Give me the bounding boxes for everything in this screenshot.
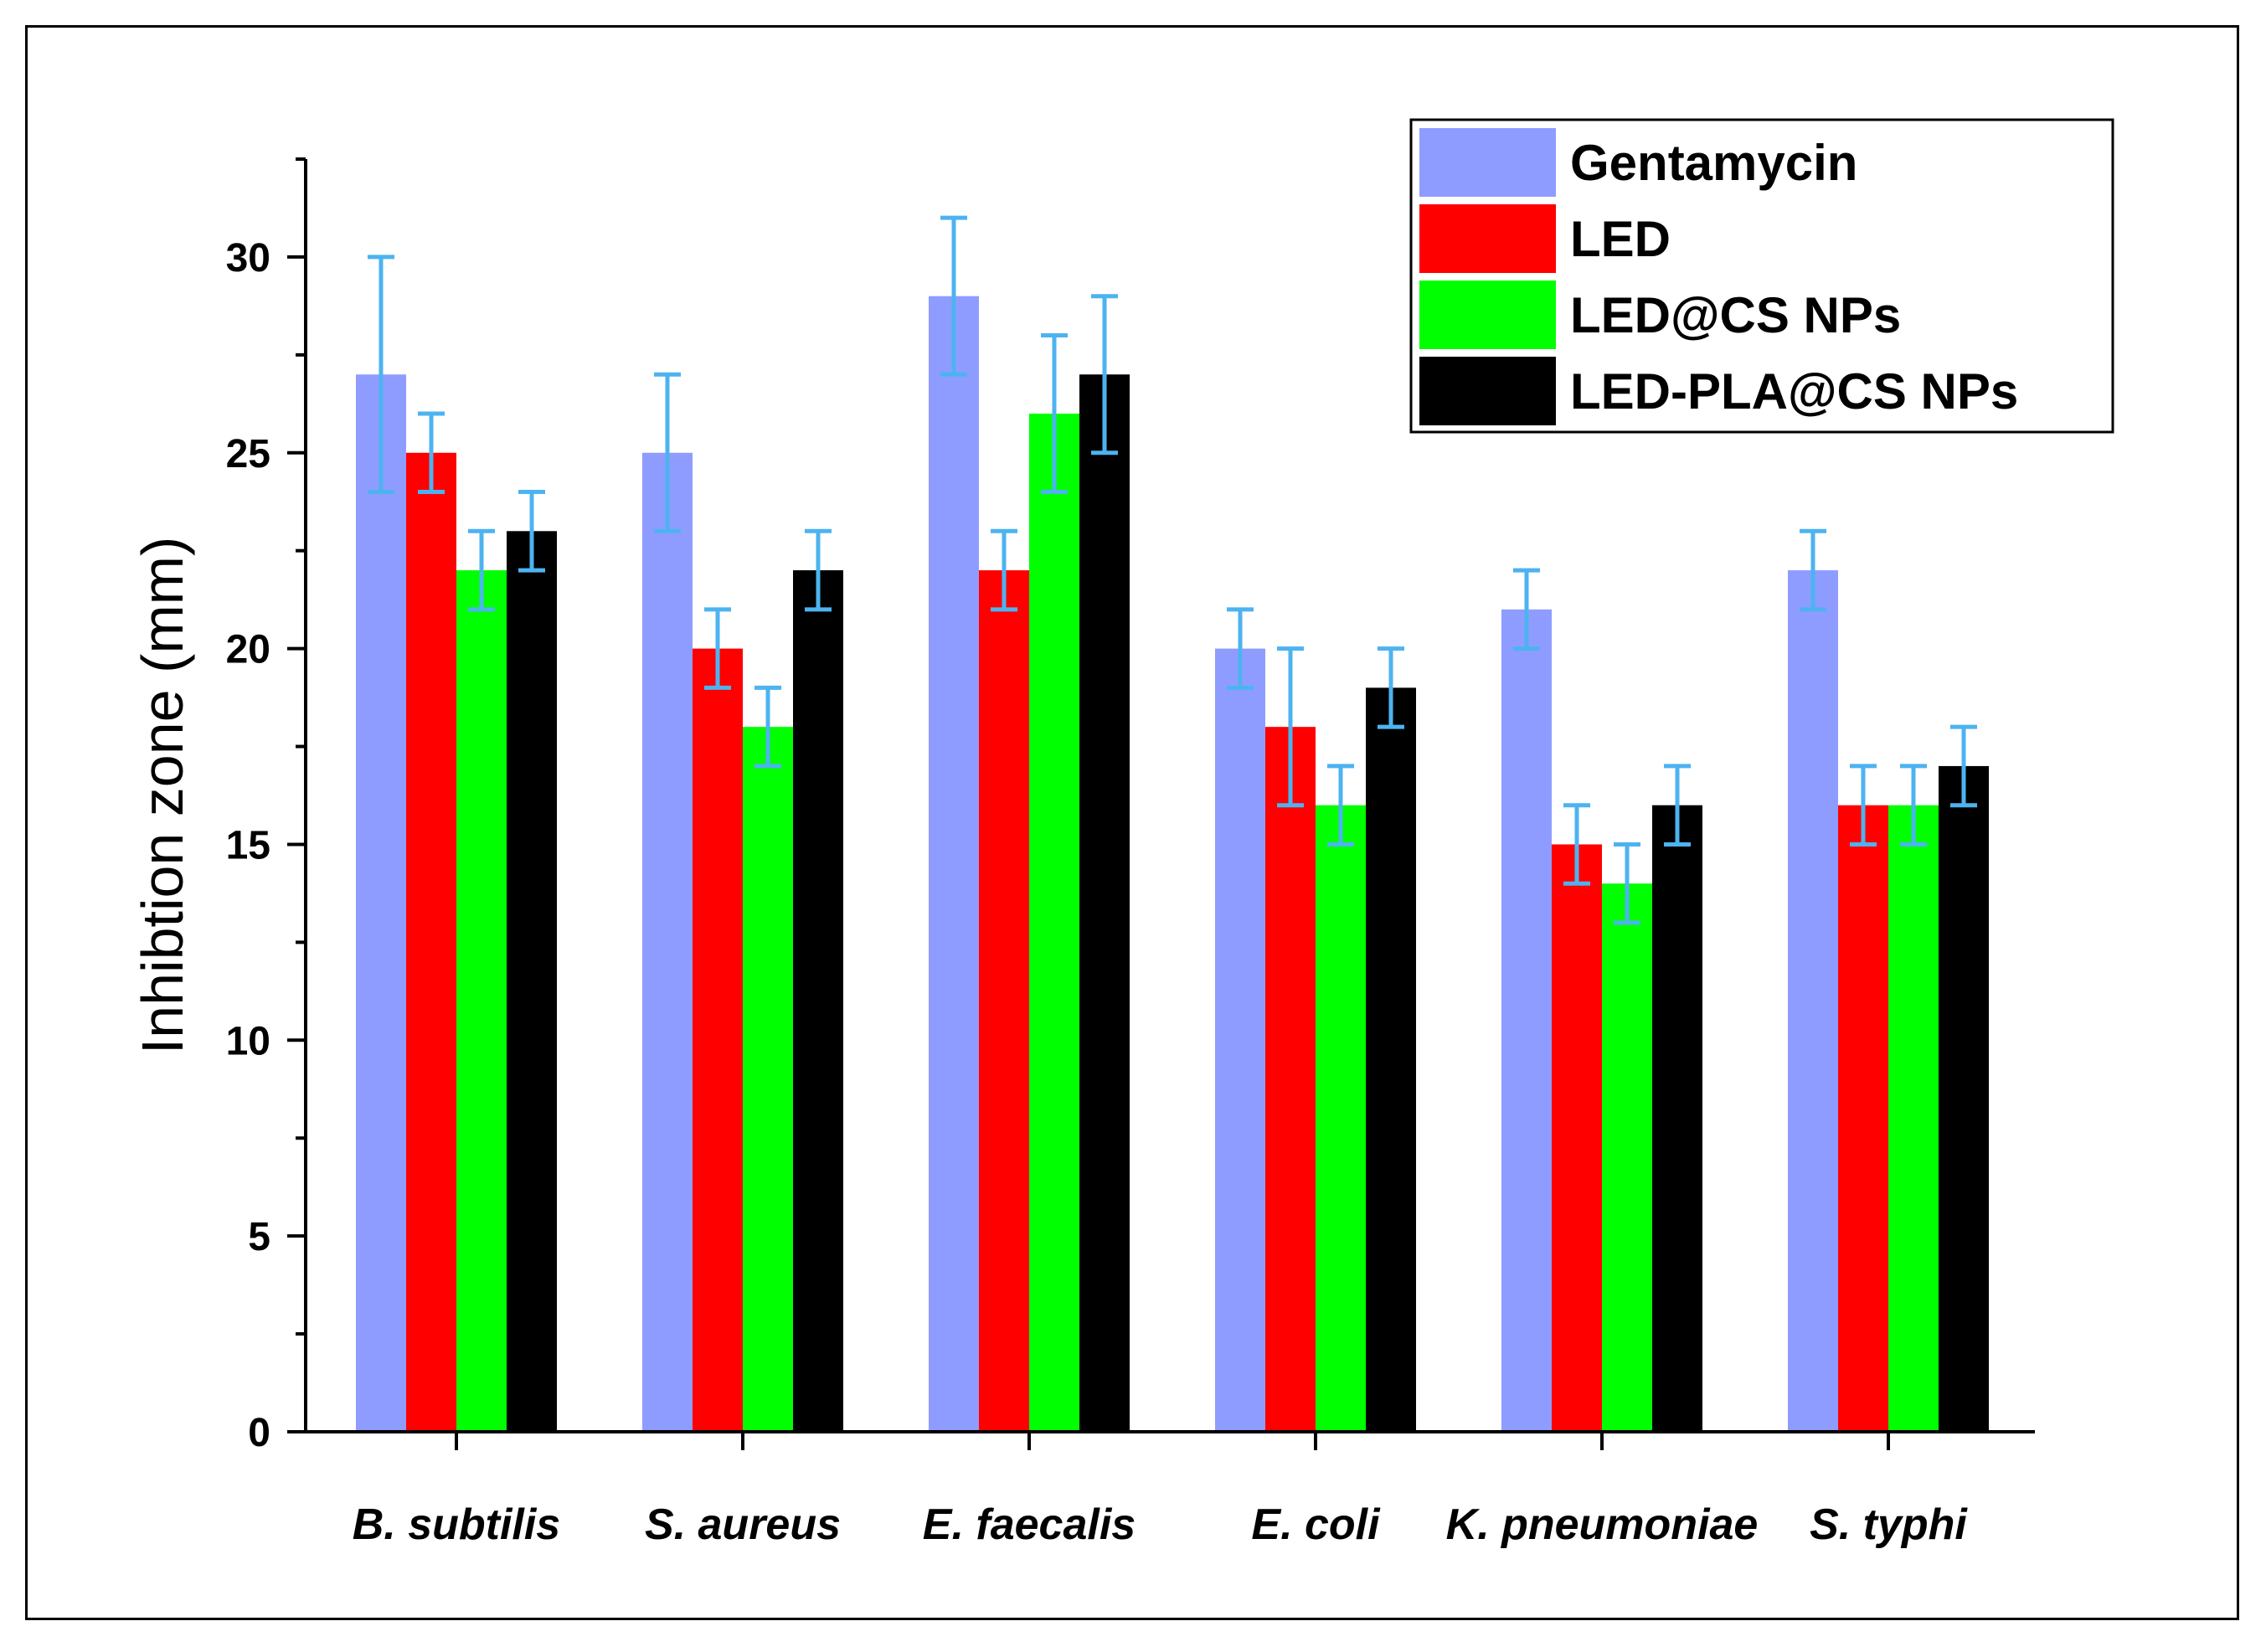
x-tick-label: E. faecalis [923, 1500, 1136, 1549]
legend-swatch [1419, 357, 1556, 425]
bar [929, 296, 979, 1432]
legend-label: LED@CS NPs [1570, 287, 1901, 343]
axes-layer: 0 5 10 15 20 25 30 B. subtilis S. aureus E. faeca… [130, 157, 2035, 1549]
legend: Gentamycin LED LED@CS NPs LED-PLA@CS NPs [1409, 118, 2114, 434]
bar [743, 727, 793, 1432]
y-tick-label: 20 [226, 628, 270, 672]
legend-label: LED [1570, 211, 1671, 267]
bar [979, 570, 1029, 1432]
bar [1602, 883, 1652, 1432]
bar [1552, 844, 1602, 1432]
bar [356, 374, 406, 1433]
x-tick-label: S. aureus [645, 1500, 841, 1549]
bar [642, 452, 693, 1432]
bar [1501, 609, 1552, 1432]
error-bars-layer [368, 215, 1977, 925]
bar [1366, 687, 1416, 1432]
bar [1939, 765, 1989, 1432]
legend-swatch [1419, 204, 1556, 273]
y-tick-label: 25 [226, 432, 270, 476]
x-tick-label: E. coli [1251, 1500, 1381, 1549]
x-tick-label: S. typhi [1810, 1500, 1968, 1549]
bars-layer [356, 296, 1989, 1433]
legend-label: Gentamycin [1570, 135, 1857, 191]
bar [406, 452, 456, 1432]
bar [1788, 570, 1838, 1432]
y-tick-label: 0 [248, 1411, 270, 1455]
y-tick-label: 10 [226, 1019, 270, 1063]
bar [1888, 805, 1939, 1432]
x-tick-label: K. pneumoniae [1446, 1500, 1759, 1549]
bar [793, 570, 843, 1432]
bar [1215, 648, 1265, 1432]
bar [693, 648, 743, 1432]
x-tick-label: B. subtilis [353, 1500, 560, 1549]
bar [1265, 727, 1316, 1432]
y-axis-label: Inhibtion zone (mm) [130, 537, 195, 1055]
bar [1079, 374, 1130, 1433]
y-tick-label: 5 [248, 1215, 270, 1259]
bar [507, 531, 557, 1433]
y-tick-label: 30 [226, 236, 270, 280]
bar [1029, 414, 1079, 1432]
bar [1652, 805, 1702, 1432]
bar [456, 570, 507, 1432]
legend-swatch [1419, 280, 1556, 349]
bar [1838, 805, 1888, 1432]
legend-label: LED-PLA@CS NPs [1570, 363, 2018, 419]
legend-swatch [1419, 128, 1556, 197]
bar [1316, 805, 1366, 1432]
y-tick-label: 15 [226, 823, 270, 867]
